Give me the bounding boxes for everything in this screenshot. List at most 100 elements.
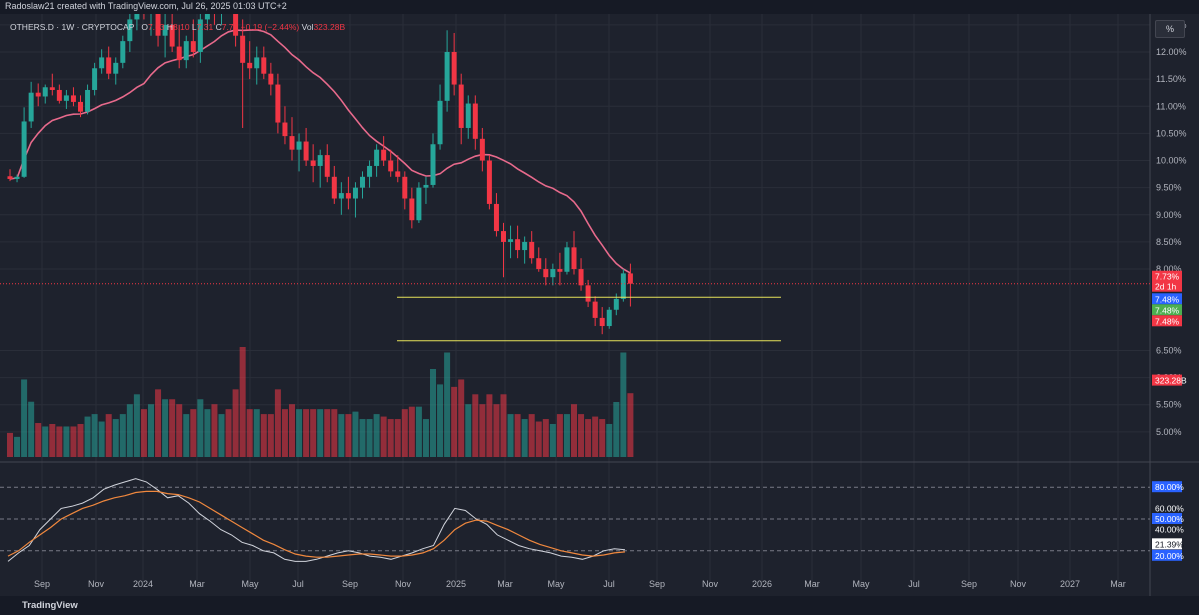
volume-bar bbox=[176, 404, 183, 457]
candle-body bbox=[381, 149, 387, 161]
candle-body bbox=[155, 14, 161, 36]
candle-body bbox=[310, 160, 316, 166]
price-label-bg bbox=[1152, 293, 1182, 305]
volume-bar bbox=[585, 419, 592, 457]
candle-body bbox=[599, 317, 605, 327]
volume-bar bbox=[549, 424, 556, 457]
candle-body bbox=[592, 301, 598, 318]
volume-bar bbox=[105, 414, 112, 457]
volume-bar bbox=[486, 394, 493, 457]
volume-bar bbox=[14, 436, 21, 457]
x-tick-label: May bbox=[852, 579, 870, 589]
volume-bar bbox=[296, 409, 303, 457]
osc-tick-label: 21.39% bbox=[1155, 539, 1184, 549]
volume-bar bbox=[437, 384, 444, 457]
volume-bar bbox=[239, 347, 246, 457]
osc-label-bg bbox=[1152, 538, 1182, 550]
candle-body bbox=[282, 122, 288, 137]
percent-scale-button[interactable]: % bbox=[1155, 20, 1185, 38]
candle-body bbox=[169, 24, 175, 47]
volume-bar bbox=[232, 389, 239, 457]
candle-body bbox=[501, 231, 506, 242]
volume-bar bbox=[35, 423, 42, 457]
volume-bar bbox=[613, 402, 620, 457]
volume-bar bbox=[63, 426, 70, 457]
volume-bar bbox=[599, 419, 606, 457]
attribution-text: Radoslaw21 created with TradingView.com,… bbox=[5, 1, 287, 11]
candle-body bbox=[493, 203, 499, 232]
volume-bar bbox=[183, 414, 190, 457]
volume-bar bbox=[303, 409, 310, 457]
candle-body bbox=[345, 193, 351, 199]
volume-bar bbox=[49, 424, 56, 457]
x-tick-label: Nov bbox=[88, 579, 105, 589]
volume-bar bbox=[352, 411, 359, 457]
osc-label-bg bbox=[1152, 549, 1182, 561]
volume-bar bbox=[415, 406, 422, 457]
volume-bar bbox=[571, 404, 577, 457]
price-label-bg bbox=[1152, 374, 1182, 386]
candle-body bbox=[515, 239, 521, 251]
y-tick-label: 8.00% bbox=[1156, 264, 1182, 274]
price-label-text: 323.28B bbox=[1155, 376, 1187, 386]
volume-bar bbox=[458, 379, 465, 457]
candle-body bbox=[338, 193, 344, 199]
volume-bar bbox=[42, 426, 49, 457]
volume-bar bbox=[507, 414, 514, 457]
volume-bar bbox=[345, 414, 352, 457]
candle-body bbox=[324, 155, 330, 177]
x-tick-label: Nov bbox=[702, 579, 719, 589]
volume-bar bbox=[112, 419, 119, 457]
candle-body bbox=[233, 14, 239, 36]
low-value: 7.31 bbox=[196, 22, 214, 32]
candle-body bbox=[606, 309, 612, 327]
volume-bar bbox=[204, 409, 211, 457]
candle-body bbox=[275, 84, 281, 123]
y-tick-label: 10.50% bbox=[1156, 128, 1187, 138]
attribution-bar: Radoslaw21 created with TradingView.com,… bbox=[0, 0, 1199, 14]
volume-bar bbox=[620, 352, 627, 457]
volume-bar bbox=[119, 414, 126, 457]
candle-body bbox=[613, 298, 619, 310]
osc-tick-label: 40.00% bbox=[1155, 525, 1184, 535]
candle-body bbox=[7, 176, 13, 179]
volume-bar bbox=[479, 404, 486, 457]
y-tick-label: 6.50% bbox=[1156, 345, 1182, 355]
volume-bar bbox=[387, 419, 394, 457]
x-tick-label: Sep bbox=[649, 579, 665, 589]
price-label-bg bbox=[1152, 280, 1182, 292]
symbol-label[interactable]: OTHERS.D · 1W · CRYPTOCAP bbox=[10, 22, 135, 32]
price-axis-label: 7.48% bbox=[1152, 293, 1182, 305]
candle-body bbox=[197, 19, 203, 52]
osc-tick-label: 20.00% bbox=[1155, 551, 1184, 561]
volume-bar bbox=[592, 416, 599, 457]
candle-body bbox=[585, 285, 591, 302]
y-tick-label: 8.50% bbox=[1156, 237, 1182, 247]
candle-body bbox=[571, 247, 577, 270]
volume-bar bbox=[317, 409, 324, 457]
x-tick-label: Sep bbox=[34, 579, 50, 589]
candle-body bbox=[472, 103, 478, 139]
candle-body bbox=[416, 187, 422, 221]
volume-bar bbox=[380, 416, 387, 457]
candle-body bbox=[127, 19, 133, 42]
candle-body bbox=[247, 62, 253, 69]
volume-bar bbox=[274, 389, 281, 457]
candle-body bbox=[296, 141, 302, 150]
candle-body bbox=[92, 68, 98, 90]
candle-body bbox=[367, 165, 373, 177]
volume-bar bbox=[556, 414, 563, 457]
osc-label-bg bbox=[1152, 481, 1182, 493]
x-tick-label: May bbox=[547, 579, 565, 589]
x-tick-label: Mar bbox=[497, 579, 513, 589]
volume-bar bbox=[56, 426, 63, 457]
candle-body bbox=[254, 57, 260, 69]
stoch-k-line bbox=[7, 478, 626, 562]
volume-bar bbox=[148, 404, 154, 457]
y-tick-label: 10.00% bbox=[1156, 156, 1187, 166]
chart-canvas[interactable]: Sep Nov 2024 Mar May Jul Sep Nov 2025 Mar May Jul Se… bbox=[0, 14, 1199, 596]
moving-average-line bbox=[9, 29, 631, 274]
tradingview-brand[interactable]: TradingView bbox=[22, 600, 78, 611]
candle-body bbox=[395, 171, 401, 177]
x-tick-label: Mar bbox=[189, 579, 205, 589]
